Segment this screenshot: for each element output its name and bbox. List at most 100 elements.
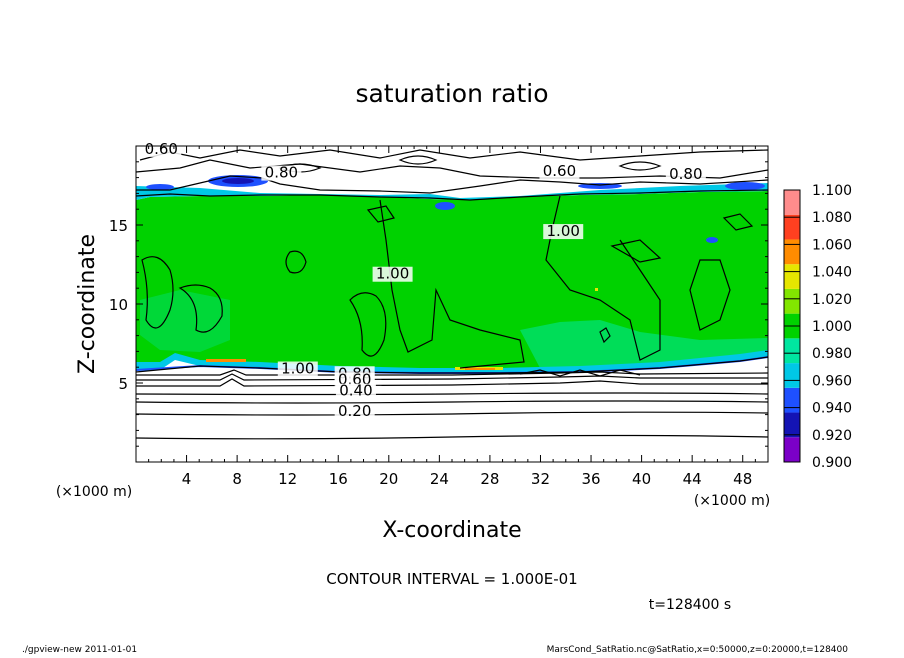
contour-label-bg: [539, 164, 580, 180]
contour-lines: [135, 149, 769, 440]
x-tick-label: 16: [329, 470, 348, 488]
colorbar-label: 1.060: [812, 237, 852, 253]
x-tick-label: 8: [232, 470, 242, 488]
y-axis-title: Z-coordinate: [75, 234, 100, 374]
contour-line: [136, 175, 769, 194]
contour-line: [689, 259, 731, 331]
colorbar-swatch: [784, 264, 800, 289]
contour-line: [135, 356, 769, 374]
x-tick-label: 40: [632, 470, 651, 488]
contour-line: [349, 292, 387, 357]
contour-line: [618, 161, 662, 171]
upper-cyan-band: [136, 183, 768, 200]
supersat-streak: [595, 288, 598, 291]
contour-line: [722, 213, 754, 231]
colorbar-label: 0.960: [812, 373, 852, 389]
x-tick-label: 28: [480, 470, 499, 488]
x-axis-title: X-coordinate: [382, 518, 521, 543]
contour-line: [599, 327, 611, 344]
contour-line: [178, 284, 223, 333]
contour-label-bg: [261, 165, 302, 181]
colorbar-swatch: [784, 363, 800, 388]
x-tick-label: 20: [379, 470, 398, 488]
colorbar: 0.900 0.920 0.940 0.960 0.980 1.000 1.020 1.040…: [783, 183, 852, 471]
colorbar-label: 0.900: [812, 455, 852, 471]
contour-label-bg: [543, 224, 584, 240]
time-text: t=128400 s: [649, 597, 731, 613]
x-tick-label: 36: [581, 470, 600, 488]
contour-line: [135, 411, 769, 416]
contour-line: [136, 378, 768, 387]
contour-line: [366, 205, 395, 223]
blue-patch: [146, 184, 174, 190]
contour-line: [545, 195, 661, 361]
contour-label: 0.80: [265, 164, 298, 182]
contour-line: [610, 239, 662, 263]
contour-label: 0.80: [669, 165, 702, 183]
y-tick-label: 5: [118, 375, 128, 393]
x-tick-label: 48: [733, 470, 752, 488]
colorbar-label: 1.100: [812, 183, 852, 199]
contour-label-bg: [334, 404, 375, 420]
blue-patch: [706, 237, 718, 243]
contour-label: 0.40: [339, 382, 372, 400]
colorbar-swatch: [784, 437, 800, 462]
chart-title: saturation ratio: [355, 79, 548, 108]
colorbar-swatch: [784, 338, 800, 364]
footer-left: ./gpview-new 2011-01-01: [22, 645, 137, 654]
contour-label-bg: [335, 383, 376, 399]
contour-line: [141, 256, 174, 329]
x-tick-label: 24: [430, 470, 449, 488]
y-unit-label: (×1000 m): [56, 484, 132, 500]
contour-line: [136, 373, 768, 381]
contour-label: 1.00: [547, 222, 580, 240]
light-green-patch-2: [140, 290, 230, 352]
blue-patch: [222, 178, 254, 184]
supersat-streak: [206, 359, 246, 362]
contour-line: [135, 434, 769, 440]
footer-right: MarsCond_SatRatio.nc@SatRatio,x=0:50000,…: [547, 645, 849, 654]
colorbar-swatch: [784, 190, 800, 215]
y-tick-label: 15: [109, 217, 128, 235]
x-tick-label: 32: [531, 470, 550, 488]
colorbar-swatch: [784, 387, 800, 413]
contour-label: 0.20: [338, 402, 371, 420]
colorbar-swatch: [784, 214, 800, 240]
contour-line: [135, 392, 769, 396]
contour-label-bg: [665, 167, 706, 183]
x-tick-label: 44: [683, 470, 702, 488]
colorbar-swatch: [784, 239, 800, 265]
contour-line: [285, 250, 307, 274]
colorbar-label: 1.040: [812, 265, 852, 281]
contour-line: [135, 189, 769, 201]
contour-label-bg: [372, 266, 413, 282]
colorbar-label: 1.020: [812, 292, 852, 308]
contour-line: [398, 155, 438, 165]
contour-label: 1.00: [281, 360, 314, 378]
light-green-patch: [520, 320, 768, 368]
contour-line: [136, 369, 769, 376]
colorbar-swatch: [784, 412, 800, 438]
contour-interval-text: CONTOUR INTERVAL = 1.000E-01: [326, 570, 577, 588]
contour-label-bg: [277, 361, 318, 377]
x-unit-label: (×1000 m): [694, 493, 770, 509]
colorbar-label: 0.920: [812, 428, 852, 444]
blue-patch: [725, 182, 765, 190]
contour-label: 0.60: [543, 162, 576, 180]
contour-line: [135, 400, 769, 404]
contour-line: [139, 149, 769, 161]
x-tick-label: 4: [182, 470, 192, 488]
colorbar-label: 1.080: [812, 210, 852, 226]
colorbar-label: 1.000: [812, 319, 852, 335]
x-axis: 4 8 12 16 20 24 28 32 36 40 44 48: [148, 146, 756, 488]
contour-label: 1.00: [376, 265, 409, 283]
colorbar-swatch: [784, 288, 800, 314]
colorbar-label: 0.980: [812, 346, 852, 362]
y-axis: 5 10 15: [109, 161, 768, 447]
colorbar-label: 0.940: [812, 401, 852, 417]
x-tick-label: 12: [278, 470, 297, 488]
supersat-streak: [465, 368, 495, 370]
blue-patch: [435, 202, 455, 210]
y-tick-label: 10: [109, 296, 128, 314]
